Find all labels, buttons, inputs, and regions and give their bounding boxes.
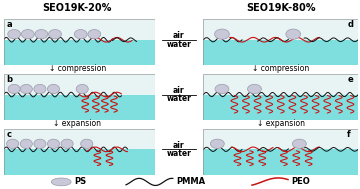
Ellipse shape [215, 29, 229, 39]
Ellipse shape [248, 84, 261, 94]
Text: air: air [173, 31, 185, 40]
Ellipse shape [292, 139, 306, 148]
Ellipse shape [74, 29, 87, 39]
Ellipse shape [215, 84, 229, 94]
Ellipse shape [49, 29, 62, 39]
Text: SEO19K-20%: SEO19K-20% [43, 3, 112, 13]
Bar [4, 40, 155, 65]
Text: air: air [173, 141, 185, 150]
Text: PEO: PEO [292, 177, 310, 186]
Text: ↓ expansion: ↓ expansion [53, 119, 102, 128]
Ellipse shape [20, 84, 32, 94]
Text: water: water [166, 40, 192, 49]
Text: PS: PS [74, 177, 86, 186]
Ellipse shape [81, 139, 93, 148]
Ellipse shape [48, 139, 59, 148]
Text: d: d [347, 20, 354, 29]
Ellipse shape [61, 139, 73, 148]
Ellipse shape [21, 29, 34, 39]
Ellipse shape [34, 84, 46, 94]
Ellipse shape [88, 29, 101, 39]
Bar [4, 74, 155, 94]
Bar [203, 74, 358, 94]
Ellipse shape [51, 178, 71, 186]
Ellipse shape [8, 84, 20, 94]
Bar [203, 129, 358, 149]
Bar [203, 19, 358, 40]
Bar [4, 19, 155, 40]
Ellipse shape [76, 84, 88, 94]
Text: c: c [6, 130, 12, 139]
Bar [4, 129, 155, 149]
Text: PMMA: PMMA [176, 177, 206, 186]
Ellipse shape [286, 29, 301, 39]
Text: ↓ expansion: ↓ expansion [257, 119, 305, 128]
Bar [203, 40, 358, 65]
Text: air: air [173, 86, 185, 95]
Ellipse shape [35, 29, 48, 39]
Text: ↓ compression: ↓ compression [252, 64, 310, 74]
Text: e: e [347, 75, 353, 84]
Ellipse shape [48, 84, 59, 94]
Text: SEO19K-80%: SEO19K-80% [246, 3, 316, 13]
Ellipse shape [6, 139, 19, 148]
Ellipse shape [34, 139, 46, 148]
Text: water: water [166, 94, 192, 103]
Text: a: a [6, 20, 12, 29]
Text: f: f [347, 130, 351, 139]
Bar [4, 94, 155, 120]
Text: ↓ compression: ↓ compression [49, 64, 106, 74]
Ellipse shape [210, 139, 224, 148]
Bar [203, 94, 358, 120]
Text: b: b [6, 75, 13, 84]
Bar [4, 149, 155, 175]
Ellipse shape [20, 139, 32, 148]
Ellipse shape [8, 29, 21, 39]
Text: water: water [166, 149, 192, 158]
Bar [203, 149, 358, 175]
